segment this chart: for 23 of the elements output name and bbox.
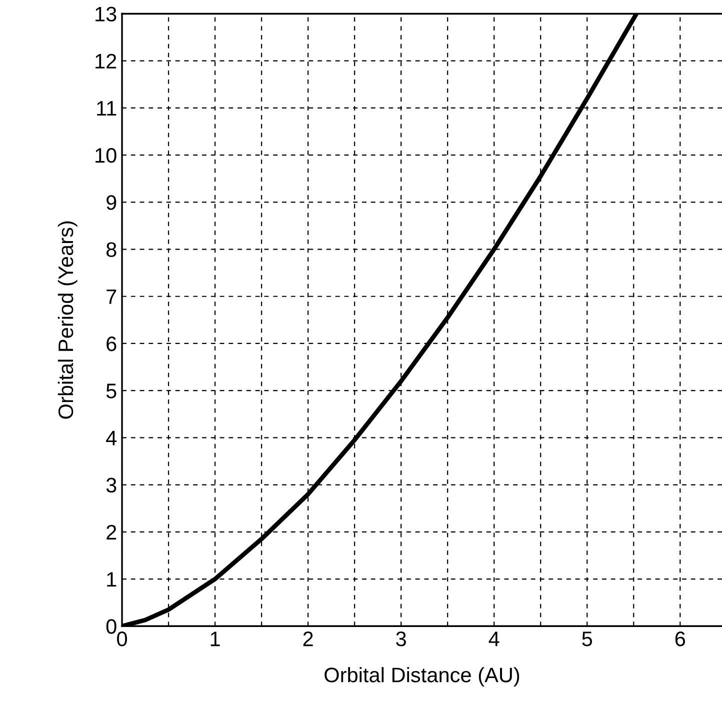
y-tick-label: 8: [106, 242, 116, 258]
x-tick-label: 1: [210, 632, 220, 646]
y-tick-label: 4: [106, 430, 117, 446]
y-tick-label: 9: [106, 195, 116, 210]
y-tick-label: 0: [106, 619, 116, 634]
x-tick-label: 6: [675, 632, 686, 646]
x-tick-label: 2: [303, 632, 313, 646]
y-axis-title: Orbital Period (Years): [58, 221, 78, 419]
y-tick-label: 6: [106, 336, 116, 352]
x-tick-label: 4: [488, 632, 500, 646]
y-tick-label: 11: [97, 101, 116, 116]
y-tick-label: 2: [106, 524, 116, 540]
y-tick-label: 7: [106, 290, 116, 304]
y-tick-label: 5: [106, 384, 116, 398]
x-tick-label: 0: [117, 632, 127, 646]
y-tick-label: 13: [96, 6, 116, 22]
y-tick-label: 10: [96, 148, 116, 163]
x-tick-label: 5: [582, 632, 592, 646]
y-tick-label: 12: [96, 54, 116, 68]
x-axis-title: Orbital Distance (AU): [324, 667, 520, 686]
y-tick-label: 1: [107, 572, 116, 587]
y-tick-label: 3: [106, 478, 116, 493]
x-tick-label: 3: [396, 632, 406, 646]
